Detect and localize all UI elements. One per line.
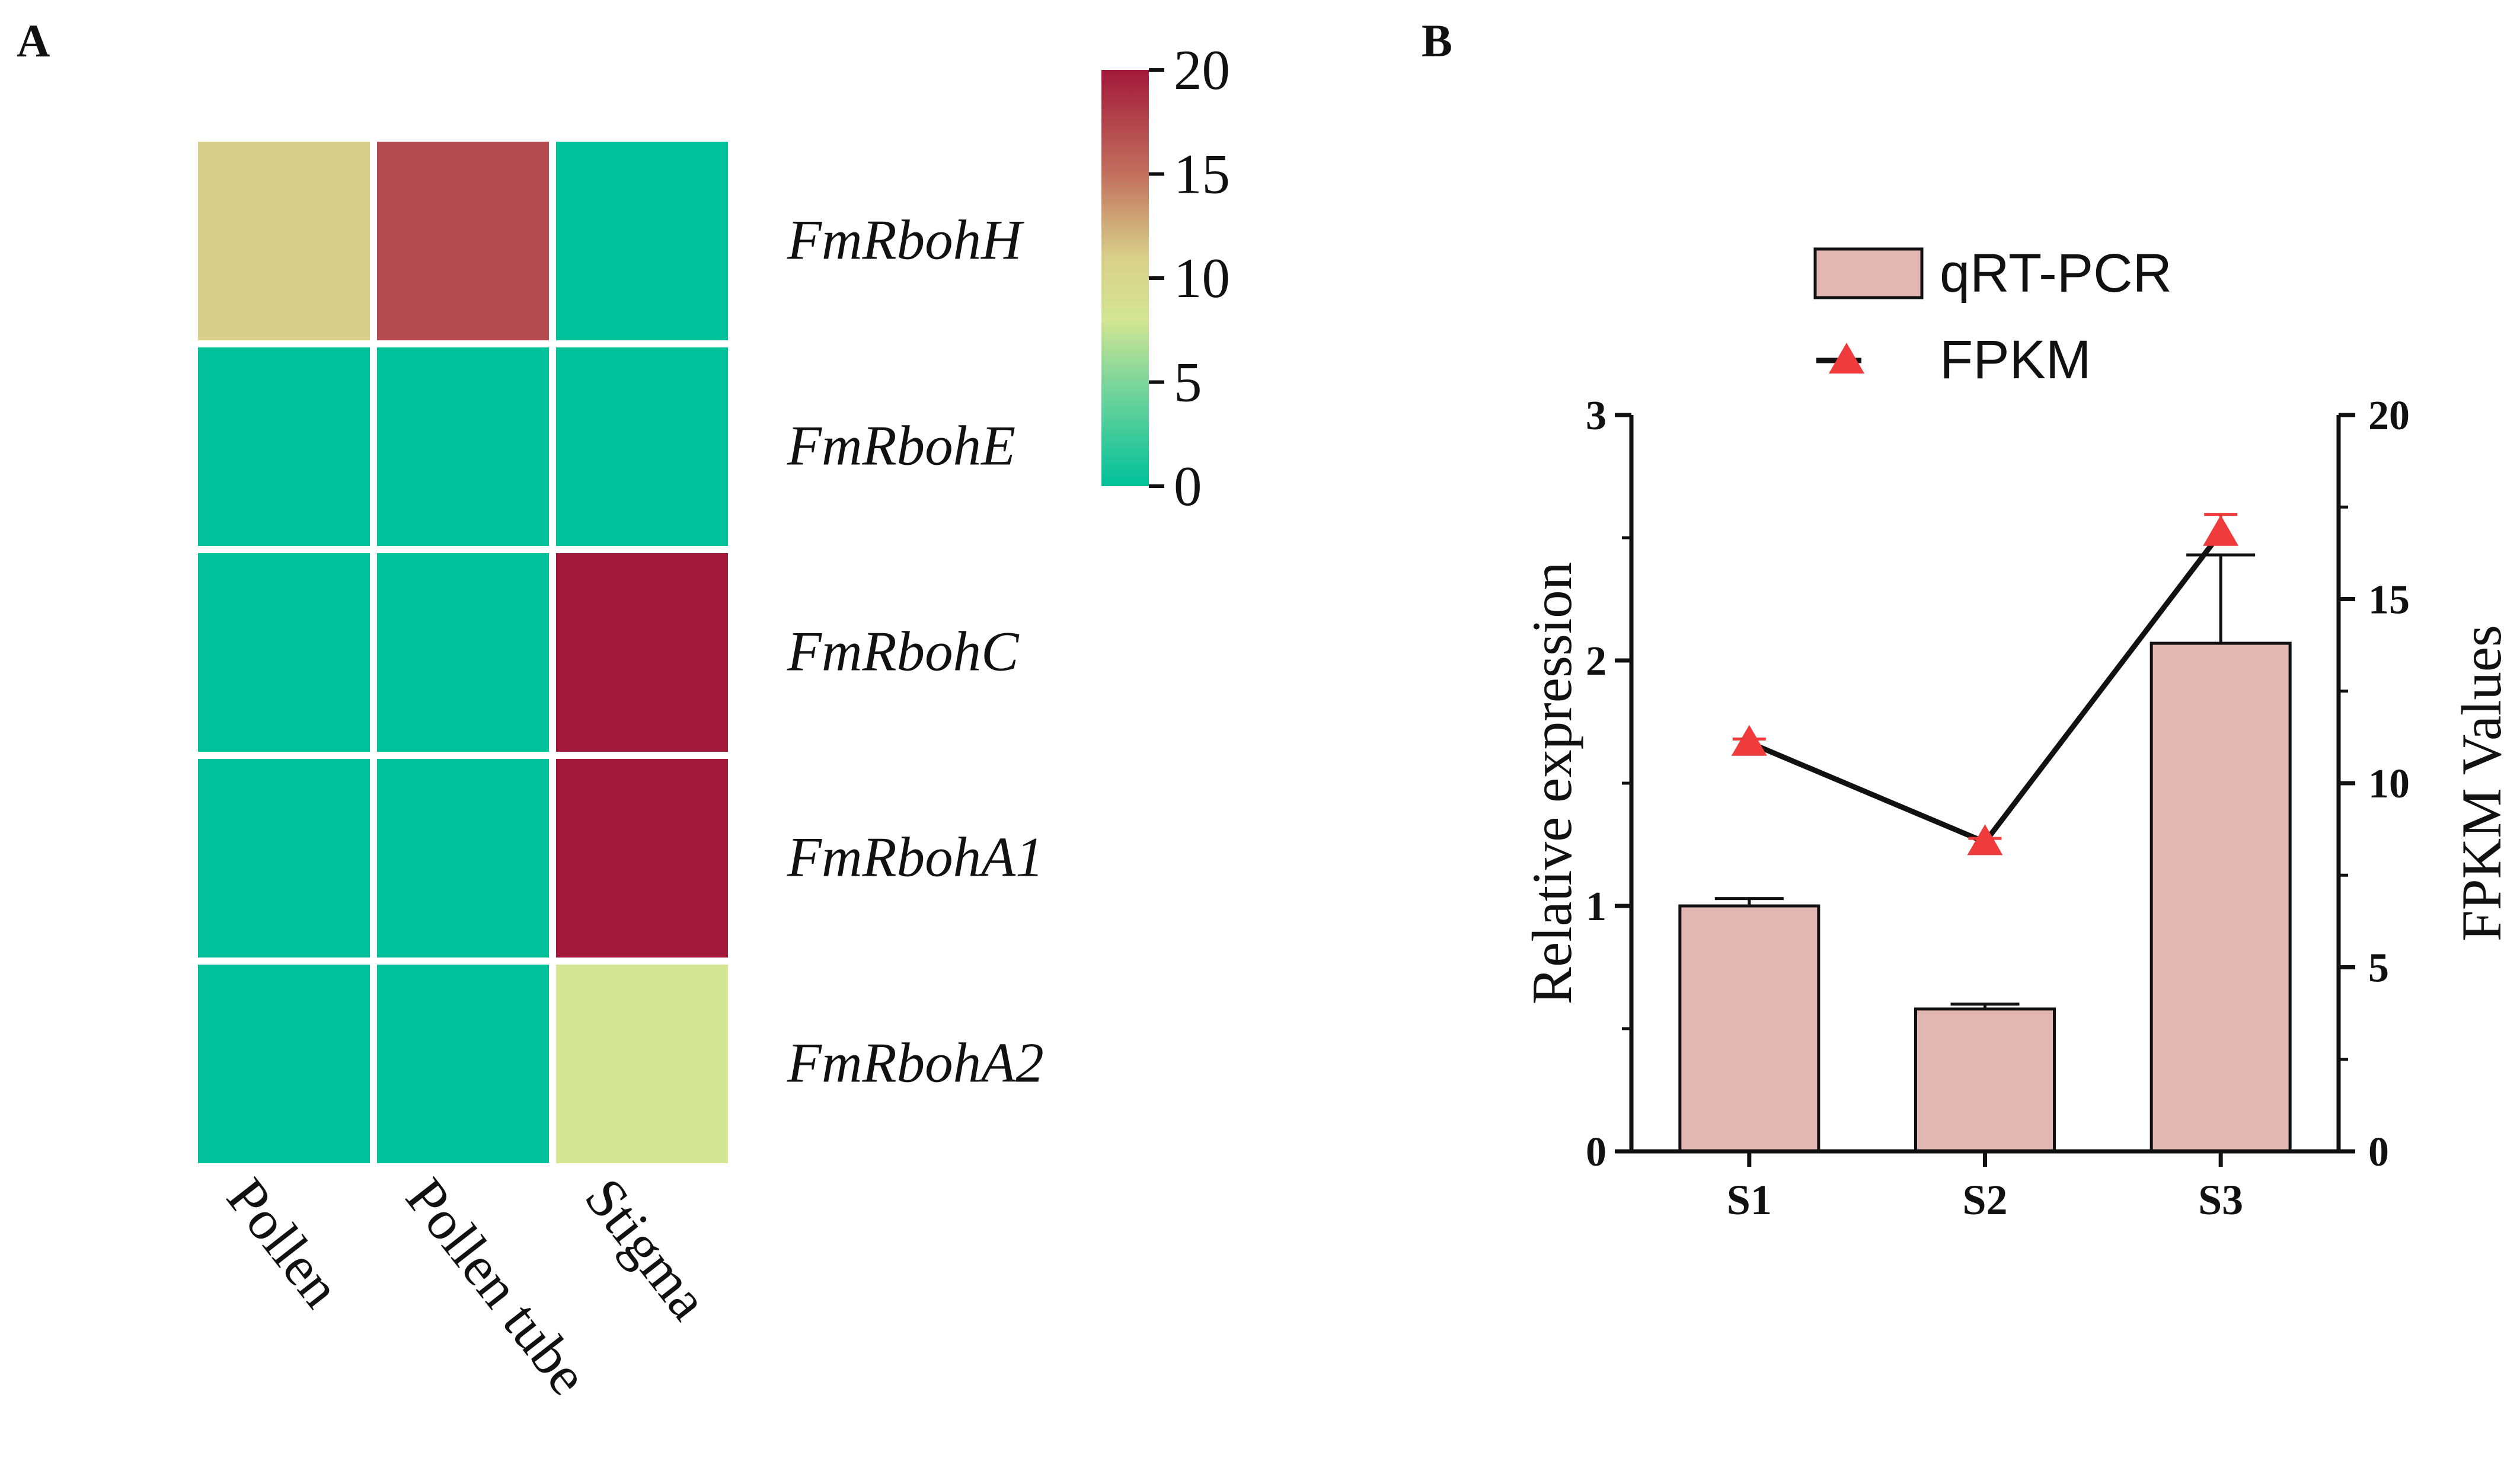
row-label: FmRbohA2	[787, 1032, 1044, 1094]
column-label: Pollen	[215, 1167, 353, 1319]
heatmap-cell	[198, 965, 370, 1163]
bar	[1914, 1007, 2056, 1153]
x-tick-label: S3	[2198, 1176, 2243, 1224]
heatmap-cell	[556, 347, 728, 546]
x-tick-label: S2	[1962, 1176, 2007, 1224]
right-tick-label: 10	[2368, 761, 2410, 807]
heatmap-cell	[556, 965, 728, 1163]
fpkm-marker	[1731, 724, 1767, 756]
column-label: Stigma	[573, 1167, 720, 1331]
y-axis-title: Relative expression	[1521, 562, 1583, 1005]
x-tick-label: S1	[1727, 1176, 1772, 1224]
fpkm-marker	[2203, 515, 2239, 546]
legend-label: qRT-PCR	[1940, 243, 2172, 304]
heatmap-cell	[377, 553, 549, 752]
right-tick-label: 0	[2368, 1129, 2389, 1175]
heatmap-cell	[556, 553, 728, 752]
heatmap-cell	[377, 759, 549, 957]
colorbar-tick-label: 10	[1174, 247, 1230, 309]
heatmap-cell	[198, 142, 370, 340]
heatmap-cell	[198, 553, 370, 752]
row-label: FmRbohC	[787, 620, 1020, 683]
fpkm-marker	[1967, 824, 2003, 856]
heatmap-cell	[377, 965, 549, 1163]
heatmap-cell	[377, 142, 549, 340]
heatmap-cell	[556, 759, 728, 957]
left-tick-label: 1	[1586, 884, 1606, 930]
left-tick-label: 3	[1586, 393, 1606, 439]
heatmap-cell	[556, 142, 728, 340]
colorbar-tick-label: 0	[1174, 455, 1202, 518]
panel-label-a: A	[17, 15, 50, 66]
colorbar-gradient	[1101, 70, 1149, 486]
colorbar-tick-label: 15	[1174, 143, 1230, 206]
bar	[2149, 641, 2292, 1153]
colorbar: 20 15 10 5 0	[1101, 39, 1230, 518]
heatmap-cell	[198, 759, 370, 957]
row-label: FmRbohH	[787, 209, 1024, 272]
colorbar-tick-label: 20	[1174, 39, 1230, 101]
left-tick-label: 2	[1586, 639, 1606, 684]
legend-swatch-bar	[1813, 247, 1924, 299]
combo-chart-panel: 0 1 2 3 0 5 10 15 20 S1 S2 S3 Relative expression FPK…	[1521, 243, 2513, 1224]
heatmap-cell	[198, 347, 370, 546]
heatmap-panel: FmRbohH FmRbohE FmRbohC FmRbohA1 FmRbohA2 Po…	[198, 39, 1230, 1406]
right-tick-label: 5	[2368, 946, 2389, 991]
row-label: FmRbohA1	[787, 826, 1044, 889]
legend: qRT-PCR FPKM	[1813, 243, 2172, 390]
column-label: Pollen tube	[394, 1167, 600, 1406]
y2-axis-title: FPKM Values	[2450, 625, 2513, 941]
right-tick-label: 20	[2368, 393, 2410, 439]
right-tick-label: 15	[2368, 577, 2410, 623]
heatmap-cell	[377, 347, 549, 546]
panel-label-b: B	[1422, 15, 1452, 66]
colorbar-tick-label: 5	[1174, 351, 1202, 414]
legend-swatch-marker	[1829, 343, 1864, 374]
row-label: FmRbohE	[787, 414, 1015, 477]
left-tick-label: 0	[1586, 1129, 1606, 1175]
legend-label: FPKM	[1940, 330, 2091, 390]
bar	[1678, 904, 1820, 1153]
